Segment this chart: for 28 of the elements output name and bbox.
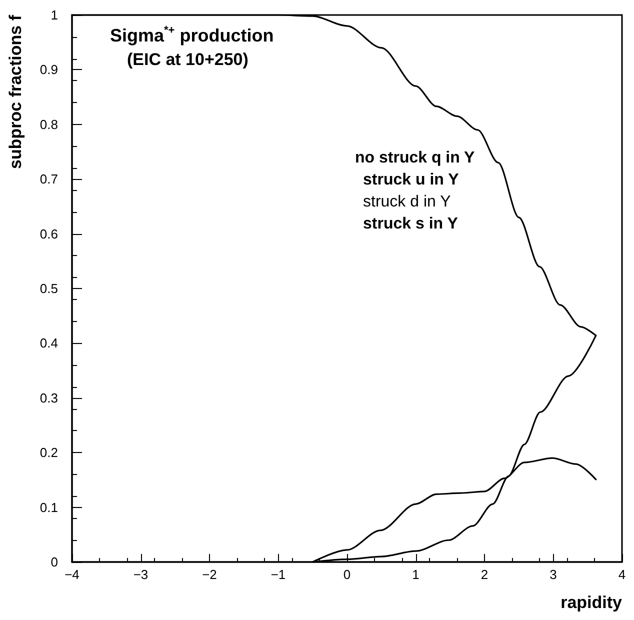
y-tick-label: 0.2 <box>40 445 58 460</box>
x-tick-label: 1 <box>412 567 420 582</box>
x-tick-label: −1 <box>270 567 286 582</box>
y-axis-title: subproc fractions f <box>6 14 25 169</box>
x-tick-label: −3 <box>133 567 148 582</box>
y-tick-label: 0.1 <box>40 500 58 515</box>
y-tick-label: 0.8 <box>40 116 58 132</box>
x-tick-label: −4 <box>64 567 80 582</box>
x-tick-label: −2 <box>202 567 217 582</box>
y-tick-label: 0.9 <box>40 62 58 78</box>
x-tick-label: 4 <box>618 567 626 582</box>
y-tick-label: 0.5 <box>40 281 58 296</box>
y-tick-label: 0.6 <box>40 226 58 242</box>
x-tick-label: 0 <box>343 567 351 582</box>
x-axis-title: rapidity <box>560 593 623 612</box>
text: Sigma*+ production <box>110 24 274 46</box>
annotation: struck s in Y <box>363 216 458 232</box>
x-tick-label: 3 <box>550 567 557 582</box>
y-tick-label: 1 <box>50 8 58 22</box>
y-tick-label: 0.7 <box>40 172 58 187</box>
annotation: no struck q in Y <box>355 150 476 166</box>
annotation: struck d in Y <box>363 194 452 210</box>
text: (EIC at 10+250) <box>127 50 248 69</box>
x-tick-label: 2 <box>480 567 488 582</box>
annotation: struck u in Y <box>363 172 460 188</box>
y-tick-label: 0.3 <box>40 390 58 406</box>
y-tick-label: 0.4 <box>40 336 58 351</box>
y-tick-label: 0 <box>50 554 58 570</box>
